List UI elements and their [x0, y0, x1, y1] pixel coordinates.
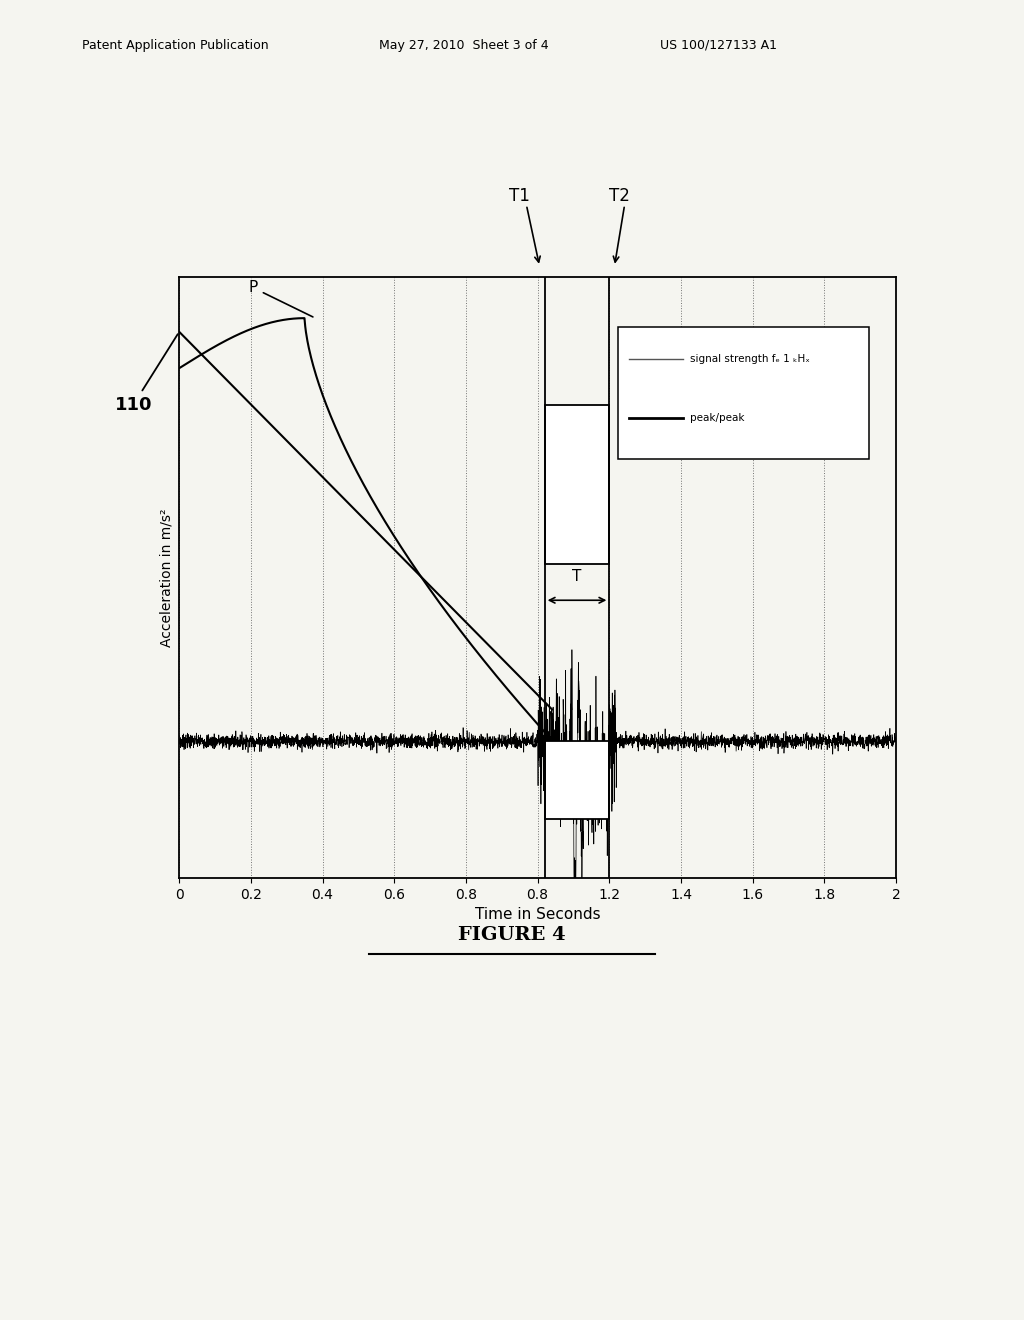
Text: T: T — [572, 569, 582, 585]
Text: T2: T2 — [609, 186, 630, 205]
Bar — [618, 327, 869, 459]
Text: P: P — [249, 280, 313, 317]
Text: FIGURE 4: FIGURE 4 — [458, 925, 566, 944]
Bar — [545, 405, 609, 564]
Text: US 100/127133 A1: US 100/127133 A1 — [660, 38, 777, 51]
Text: signal strength fₑ 1 ₖHₓ: signal strength fₑ 1 ₖHₓ — [690, 354, 810, 364]
Bar — [545, 742, 609, 818]
Text: 110: 110 — [115, 334, 178, 413]
Text: May 27, 2010  Sheet 3 of 4: May 27, 2010 Sheet 3 of 4 — [379, 38, 549, 51]
Text: Patent Application Publication: Patent Application Publication — [82, 38, 268, 51]
Text: T1: T1 — [509, 186, 529, 205]
Text: peak/peak: peak/peak — [690, 413, 744, 424]
X-axis label: Time in Seconds: Time in Seconds — [475, 907, 600, 923]
Y-axis label: Acceleration in m/s²: Acceleration in m/s² — [160, 508, 174, 647]
